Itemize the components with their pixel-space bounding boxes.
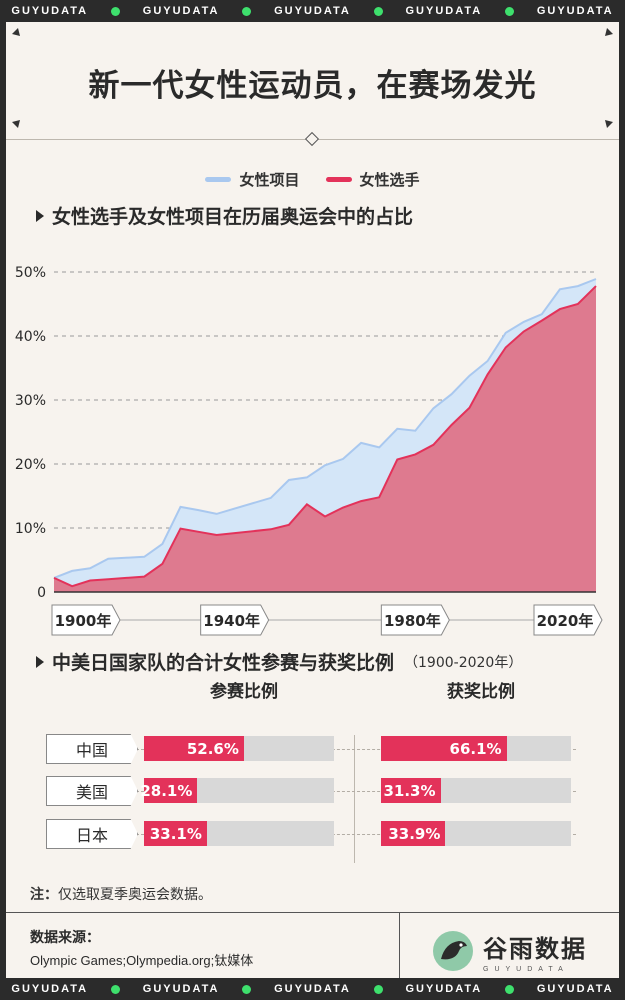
series-line-women-athletes: [53, 285, 597, 588]
participation-heading: 参赛比例: [210, 682, 278, 702]
ticker-dot: [242, 984, 252, 994]
y-tick-label: 0: [37, 585, 46, 601]
bar-value: 28.1%: [140, 778, 198, 803]
logo-subtitle: GUYUDATA: [483, 966, 569, 973]
section-subtitle: （1900-2020年）: [404, 654, 523, 671]
section-title-text: 中美日国家队的合计女性参赛与获奖比例: [52, 652, 395, 674]
x-tick-label: 1980年: [384, 612, 441, 630]
ticker-dot: [110, 6, 120, 16]
series-line-women-events: [53, 278, 597, 579]
country-tag: 美国: [46, 776, 138, 806]
footnote-label: 注：: [30, 887, 58, 903]
corner-mark-top-right: [605, 28, 613, 36]
country-tag: 中国: [46, 734, 138, 764]
y-tick-label: 40%: [15, 329, 46, 345]
legend-swatch-blue: [205, 177, 232, 182]
country-tag: 日本: [46, 819, 138, 849]
x-tick-tag: [51, 604, 121, 636]
section-title-bar-chart: 中美日国家队的合计女性参赛与获奖比例 （1900-2020年）: [36, 648, 522, 675]
bottom-ticker: GUYUDATA GUYUDATA GUYUDATA GUYUDATA GUYU…: [0, 978, 625, 1000]
area-chart: 0 10% 20% 30% 40% 50% 1900年 1940年 1980年 2020年: [15, 265, 603, 636]
divider-diamond-icon: [304, 131, 320, 147]
ticker-dot: [505, 984, 515, 994]
y-tick-label: 30%: [15, 393, 46, 409]
page-title: 新一代女性运动员，在赛场发光: [88, 68, 537, 104]
award-heading: 获奖比例: [447, 682, 515, 702]
triangle-bullet-icon: [36, 209, 44, 222]
legend-label: 女性选手: [359, 171, 420, 189]
y-tick-label: 20%: [15, 457, 46, 473]
legend-item-women-events: 女性项目: [205, 169, 300, 190]
triangle-bullet-icon: [36, 655, 44, 668]
ticker-word: GUYUDATA: [405, 983, 483, 995]
top-ticker: GUYUDATA GUYUDATA GUYUDATA GUYUDATA GUYU…: [0, 0, 625, 22]
section-title-text: 女性选手及女性项目在历届奥运会中的占比: [52, 206, 414, 228]
bar-value: 52.6%: [144, 736, 244, 761]
x-tick-label: 1900年: [55, 612, 112, 630]
ticker-word: GUYUDATA: [274, 983, 351, 995]
ticker-word: GUYUDATA: [11, 983, 89, 995]
legend-item-women-athletes: 女性选手: [325, 169, 420, 190]
ticker-dot: [110, 984, 120, 994]
bar-value: 33.9%: [381, 821, 446, 846]
footer-vertical-divider: [399, 912, 400, 978]
row-guide-line: [136, 791, 576, 792]
y-tick-label: 10%: [15, 521, 46, 537]
bar-value: 66.1%: [381, 736, 507, 761]
source-label: 数据来源：: [30, 930, 100, 946]
chart-legend: 女性项目 女性选手: [6, 169, 619, 190]
ticker-dot: [373, 984, 383, 994]
ticker-word: GUYUDATA: [142, 983, 220, 995]
bar-value: 33.1%: [144, 821, 207, 846]
corner-mark-top-left: [12, 28, 20, 36]
ticker-word: GUYUDATA: [142, 5, 220, 17]
ticker-dot: [373, 6, 383, 16]
legend-swatch-red: [325, 177, 352, 182]
infographic-card: 新一代女性运动员，在赛场发光 女性项目 女性选手 女性选手及女性项目在历届奥运会…: [6, 22, 619, 978]
y-tick-label: 50%: [15, 265, 46, 281]
footnote-text: 仅选取夏季奥运会数据。: [58, 887, 212, 903]
x-tick-tag: [200, 604, 270, 636]
logo-name: 谷雨数据: [483, 935, 587, 963]
x-tick-label: 1940年: [203, 612, 260, 630]
corner-mark-left: [12, 120, 20, 128]
footer-divider: [6, 912, 619, 913]
ticker-word: GUYUDATA: [405, 5, 483, 17]
corner-mark-right: [605, 120, 613, 128]
row-guide-line: [136, 749, 576, 750]
ticker-word: GUYUDATA: [11, 5, 89, 17]
x-tick-tag: [533, 604, 603, 636]
x-tick-tag: [380, 604, 450, 636]
brand-logo: 谷雨数据 GUYUDATA: [431, 929, 587, 973]
footnote: 注：仅选取夏季奥运会数据。: [30, 884, 212, 904]
ticker-dot: [505, 6, 515, 16]
row-guide-line: [136, 834, 576, 835]
x-tick-label: 2020年: [537, 612, 594, 630]
bar-value: 31.3%: [381, 778, 441, 803]
bar-column-separator: [354, 735, 355, 863]
legend-label: 女性项目: [239, 171, 300, 189]
bird-logo-icon: [433, 931, 473, 971]
ticker-dot: [242, 6, 252, 16]
source-text: Olympic Games;Olympedia.org;钛媒体: [30, 953, 254, 968]
ticker-word: GUYUDATA: [536, 5, 614, 17]
section-title-area-chart: 女性选手及女性项目在历届奥运会中的占比: [36, 202, 413, 229]
ticker-word: GUYUDATA: [536, 983, 614, 995]
ticker-word: GUYUDATA: [274, 5, 351, 17]
series-area-women-athletes: [54, 286, 596, 592]
